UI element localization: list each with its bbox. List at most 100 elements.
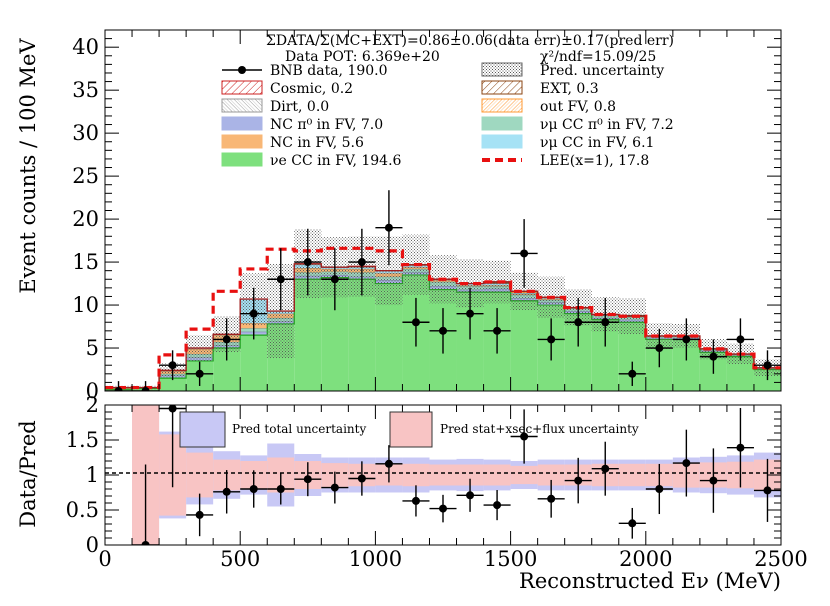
- data-points: [105, 190, 781, 391]
- stat-unc-bin: [402, 463, 430, 487]
- data-point: [439, 326, 447, 335]
- data-point: [168, 361, 177, 370]
- ratio-point: [547, 494, 556, 503]
- legend-label: NC π⁰ in FV, 7.0: [270, 117, 383, 133]
- legend-swatch: [221, 152, 263, 167]
- x-tick-label: 1000: [349, 547, 402, 571]
- legend-swatch: [481, 80, 523, 95]
- summary-line: ΣDATA/Σ(MC+EXT)=0.86±0.06(data err)±0.17…: [266, 33, 674, 49]
- y-tick-label: 15: [72, 250, 99, 274]
- data-point: [411, 318, 420, 327]
- stat-unc-bin: [483, 464, 511, 486]
- data-point: [763, 361, 772, 370]
- data-point: [682, 335, 691, 344]
- stat-unc-bin: [618, 463, 646, 487]
- legend-swatch: [221, 116, 263, 131]
- pot-label: Data POT: 6.369e+20: [285, 49, 440, 65]
- stat-unc-bin: [456, 464, 484, 486]
- legend-marker-dot: [238, 66, 246, 74]
- stat-unc-bin: [510, 465, 538, 485]
- top-y-axis-label: Event counts / 100 MeV: [16, 38, 40, 294]
- ratio-point: [222, 487, 231, 496]
- stack-bar: [159, 378, 187, 391]
- ratio-point: [303, 475, 312, 484]
- y-tick-label: 10: [72, 293, 99, 317]
- data-point: [384, 223, 393, 232]
- data-point: [547, 335, 556, 344]
- data-point: [709, 352, 718, 361]
- legend-label: NC in FV, 5.6: [270, 135, 364, 151]
- data-point: [574, 318, 583, 327]
- stat-unc-bin: [186, 452, 214, 498]
- y-tick-label: 30: [72, 121, 99, 145]
- legend-swatch: [221, 134, 263, 149]
- top-axes: 0 5 10 15 20 25 30 35 40: [72, 30, 782, 403]
- ratio-point: [709, 476, 718, 485]
- y-tick-label: 0: [86, 379, 99, 403]
- chi2-label: χ²/ndf=15.09/25: [540, 49, 656, 65]
- ratio-point: [411, 496, 420, 505]
- data-point: [330, 275, 339, 284]
- ratio-point: [682, 459, 691, 468]
- ratio-point: [439, 504, 447, 513]
- data-point: [195, 369, 204, 378]
- legend-label: EXT, 0.3: [540, 81, 599, 97]
- ratio-point: [384, 459, 393, 468]
- ratio-point: [763, 486, 772, 495]
- x-tick-label: 2000: [619, 547, 672, 571]
- legend-label: Dirt, 0.0: [270, 99, 329, 115]
- stat-unc-legend-swatch: [389, 411, 433, 448]
- ratio-points: [132, 405, 781, 545]
- data-point: [466, 309, 475, 318]
- ratio-point: [330, 483, 339, 492]
- y-tick-label: 20: [72, 207, 99, 231]
- ratio-y-tick-label: 2: [86, 393, 99, 417]
- data-point: [357, 258, 366, 267]
- ratio-point: [601, 464, 610, 473]
- legend-label: νe CC in FV, 194.6: [270, 153, 402, 169]
- total-unc-legend-swatch: [179, 411, 226, 448]
- ratio-point: [141, 541, 150, 545]
- ratio-point: [195, 510, 204, 519]
- stack-bar: [510, 300, 538, 391]
- legend-swatch: [481, 134, 523, 149]
- legend-swatch: [221, 98, 263, 113]
- y-tick-label: 5: [86, 336, 99, 360]
- legend-swatch: [481, 62, 523, 77]
- total-unc-legend-label: Pred total uncertainty: [232, 422, 366, 436]
- data-point: [222, 335, 231, 344]
- stack-bar: [348, 279, 376, 391]
- data-point: [276, 275, 285, 284]
- ratio-point: [520, 432, 529, 441]
- legend-label: out FV, 0.8: [540, 99, 616, 115]
- ratio-point: [493, 501, 502, 510]
- ratio-y-tick-label: 1.5: [66, 428, 99, 452]
- x-axis-label: Reconstructed Eν (MeV): [519, 569, 781, 593]
- prediction-outlines: [105, 246, 781, 390]
- ratio-point: [168, 405, 177, 413]
- legend-label: LEE(x=1), 17.8: [540, 153, 649, 169]
- ratio-point: [655, 485, 664, 493]
- legend-swatch: [481, 116, 523, 131]
- y-tick-label: 40: [72, 35, 99, 59]
- legend-label: Pred. uncertainty: [540, 63, 664, 79]
- data-point: [303, 258, 312, 267]
- ratio-point: [574, 476, 583, 485]
- stack-bar: [240, 335, 268, 391]
- ratio-point: [628, 519, 637, 528]
- data-point: [736, 335, 745, 344]
- x-tick-label: 1500: [484, 547, 537, 571]
- ratio-point: [357, 474, 366, 483]
- data-point: [141, 387, 150, 391]
- x-tick-label: 2500: [754, 547, 807, 571]
- ratio-point: [249, 485, 258, 493]
- legend-swatch: [481, 98, 523, 113]
- legend-label: νμ CC π⁰ in FV, 7.2: [540, 117, 674, 133]
- ratio-y-tick-label: 0: [86, 533, 99, 557]
- legend-label: Cosmic, 0.2: [270, 81, 353, 97]
- legend-label: νμ CC in FV, 6.1: [540, 135, 654, 151]
- y-tick-label: 25: [72, 164, 99, 188]
- data-point: [114, 387, 123, 391]
- legend-label: BNB data, 190.0: [270, 63, 388, 79]
